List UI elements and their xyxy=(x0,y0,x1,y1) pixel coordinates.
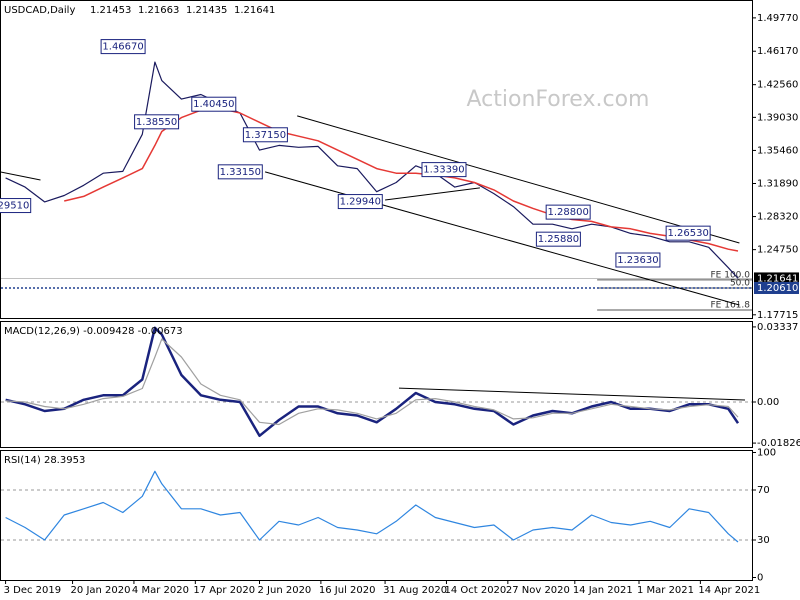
annotation-label: 1.29510 xyxy=(0,201,29,212)
annotation-box xyxy=(217,164,263,180)
y-tick-label: 1.24750 xyxy=(757,245,798,256)
y-tick-label: 0.00 xyxy=(757,397,779,408)
y-tick-label: 1.17715 xyxy=(757,310,798,321)
y-tick-label: 30 xyxy=(757,535,770,546)
series-line xyxy=(5,338,739,426)
annotation-box xyxy=(242,127,288,143)
trendline xyxy=(385,187,480,201)
annotation-label: 1.33390 xyxy=(423,165,464,176)
annotation-box xyxy=(337,194,383,210)
annotation-box xyxy=(0,198,32,214)
y-tick-label: 1.35460 xyxy=(757,145,798,156)
annotation-label: 1.40450 xyxy=(193,99,234,110)
fib-label: FE 161.8 xyxy=(711,300,751,310)
ohlc-value: 1.21663 xyxy=(138,5,179,16)
y-tick-label: 1.31890 xyxy=(757,179,798,190)
annotation-label: 1.28800 xyxy=(547,207,588,218)
annotation-box xyxy=(665,225,711,241)
panel-title: RSI(14) 28.3953 xyxy=(4,455,85,466)
rsi-panel xyxy=(0,450,753,581)
price-panel xyxy=(0,0,753,319)
annotation-label: 1.38550 xyxy=(136,117,177,128)
x-tick-label: 3 Dec 2019 xyxy=(4,585,62,596)
y-tick-label: -0.018262 xyxy=(757,438,800,449)
annotation-box xyxy=(545,204,591,220)
x-tick-label: 14 Apr 2021 xyxy=(698,585,760,596)
plot-layer: ActionForex.com 1.49770 1.46170 1.42560 1.39… xyxy=(0,5,800,596)
annotation-box xyxy=(134,114,180,130)
annotation-label: 1.25880 xyxy=(538,234,579,245)
annotation-box xyxy=(535,231,581,247)
panel-title: MACD(12,26,9) -0.009428 -0.00673 xyxy=(4,326,183,337)
price-marker-box xyxy=(754,272,799,285)
y-tick-label: 100 xyxy=(757,448,776,459)
annotation-label: 1.29940 xyxy=(340,197,381,208)
fib-label: FE 100.0 xyxy=(711,270,751,280)
annotation-label: 1.37150 xyxy=(245,130,286,141)
x-tick-label: 4 Mar 2020 xyxy=(132,585,189,596)
y-tick-label: 1.28320 xyxy=(757,212,798,223)
price-marker-box xyxy=(754,281,799,294)
macd-panel xyxy=(0,321,753,448)
annotation-label: 1.46670 xyxy=(102,42,143,53)
y-tick-label: 0 xyxy=(757,573,763,584)
panel-title: USDCAD,Daily xyxy=(4,5,75,16)
y-tick-label: 1.49770 xyxy=(757,13,798,24)
x-tick-label: 1 Mar 2021 xyxy=(637,585,694,596)
y-tick-label: 1.39030 xyxy=(757,112,798,123)
trendline xyxy=(398,387,746,401)
annotation-box xyxy=(100,39,146,55)
x-tick-label: 16 Jul 2020 xyxy=(319,585,376,596)
trendline xyxy=(297,115,740,244)
x-tick-label: 14 Oct 2020 xyxy=(444,585,506,596)
annotation-label: 1.23630 xyxy=(617,255,658,266)
price-marker-label: 1.20610 xyxy=(757,283,798,294)
x-tick-label: 31 Aug 2020 xyxy=(383,585,447,596)
x-tick-label: 20 Jan 2020 xyxy=(71,585,131,596)
x-tick-label: 2 Jun 2020 xyxy=(258,585,312,596)
fib-label: 50.0 xyxy=(730,278,750,288)
annotation-label: 1.26530 xyxy=(667,228,708,239)
annotation-label: 1.33150 xyxy=(220,167,261,178)
annotation-box xyxy=(615,252,661,268)
x-tick-label: 14 Jan 2021 xyxy=(573,585,633,596)
series-line xyxy=(5,470,739,543)
y-tick-label: 0.03337 xyxy=(757,322,798,333)
annotation-box xyxy=(191,96,237,112)
y-tick-label: 70 xyxy=(757,485,770,496)
series-line xyxy=(5,61,739,279)
x-tick-label: 17 Apr 2020 xyxy=(193,585,255,596)
y-tick-label: 1.46170 xyxy=(757,46,798,57)
annotation-box xyxy=(421,162,467,178)
watermark: ActionForex.com xyxy=(467,87,650,112)
y-tick-label: 1.42560 xyxy=(757,80,798,91)
ohlc-value: 1.21453 xyxy=(90,5,131,16)
price-marker-label: 1.21641 xyxy=(757,273,798,284)
ohlc-value: 1.21435 xyxy=(186,5,227,16)
x-tick-label: 27 Nov 2020 xyxy=(506,585,570,596)
trendline xyxy=(0,171,41,181)
series-line xyxy=(64,107,739,252)
ohlc-value: 1.21641 xyxy=(234,5,275,16)
